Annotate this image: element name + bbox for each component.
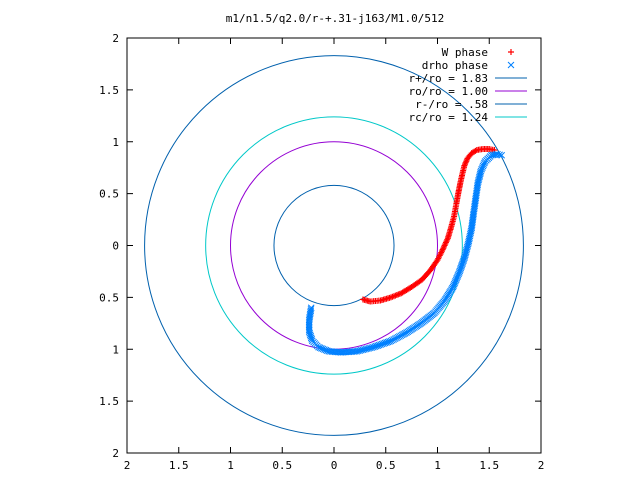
data-point <box>472 147 479 154</box>
y-tick-label: 1 <box>112 343 119 356</box>
y-tick-label: 0.5 <box>99 188 119 201</box>
x-tick-label: 1 <box>434 459 441 472</box>
data-point <box>305 316 313 324</box>
x-tick-label: 0.5 <box>376 459 396 472</box>
x-tick-label: 2 <box>538 459 545 472</box>
data-points <box>305 146 506 356</box>
data-point <box>305 320 313 327</box>
x-tick-label: 0.5 <box>272 459 292 472</box>
data-point <box>496 151 503 159</box>
data-point <box>508 49 514 55</box>
y-tick-label: 1 <box>112 136 119 149</box>
legend-label: r-/ro = .58 <box>415 98 488 111</box>
data-point <box>481 159 488 167</box>
data-point <box>305 323 313 331</box>
x-tick-label: 0 <box>331 459 338 472</box>
data-point <box>305 318 313 326</box>
y-tick-label: 2 <box>112 32 119 45</box>
data-point <box>491 147 498 154</box>
legend-label: W phase <box>442 46 488 59</box>
x-tick-label: 1.5 <box>169 459 189 472</box>
legend-label: rc/ro = 1.24 <box>409 111 489 124</box>
circle-series <box>144 55 524 436</box>
y-tick-label: 0 <box>112 240 119 253</box>
x-tick-label: 2 <box>124 459 131 472</box>
y-tick-label: 0.5 <box>99 291 119 304</box>
point-series <box>305 150 506 356</box>
circle-series <box>205 116 463 375</box>
legend-label: r+/ro = 1.83 <box>409 72 488 85</box>
data-point <box>494 150 501 158</box>
circle-series <box>273 184 395 307</box>
data-point <box>498 151 506 159</box>
y-tick-label: 2 <box>112 447 119 460</box>
circle-series <box>230 141 438 350</box>
x-tick-label: 1.5 <box>479 459 499 472</box>
axis-ticks: 2 1.5 1 0.5 0 0.5 1 1.5 221.510.500.511.52 <box>99 32 544 472</box>
data-point <box>507 61 515 69</box>
x-tick-label: 1 <box>227 459 234 472</box>
point-series <box>359 146 498 305</box>
y-tick-label: 1.5 <box>99 84 119 97</box>
data-point <box>305 321 313 329</box>
legend-label: drho phase <box>422 59 488 72</box>
legend-label: ro/ro = 1.00 <box>409 85 488 98</box>
legend-swatch <box>507 61 515 69</box>
legend-swatch <box>508 49 514 55</box>
chart-title: m1/n1.5/q2.0/r-+.31-j163/M1.0/512 <box>226 12 445 25</box>
y-tick-label: 1.5 <box>99 395 119 408</box>
